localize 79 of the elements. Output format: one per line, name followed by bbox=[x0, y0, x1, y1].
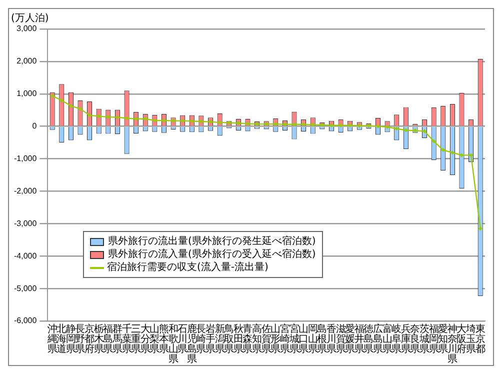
x-tick-label: 愛媛県 bbox=[345, 322, 356, 355]
x-tick-label: 沖縄県 bbox=[46, 322, 58, 355]
x-tick-label: 福井県 bbox=[354, 322, 364, 355]
x-tick-label: 広島県 bbox=[372, 322, 383, 355]
x-tick-label: 京都府 bbox=[84, 322, 95, 355]
point bbox=[394, 126, 399, 131]
x-tick-label: 鹿児島県 bbox=[186, 322, 197, 365]
x-tick-label: 山梨県 bbox=[150, 322, 160, 355]
x-tick-label: 秋田県 bbox=[233, 322, 244, 355]
y-axis-title: (万人泊) bbox=[11, 12, 49, 25]
y-tick-label: -4,000 bbox=[14, 251, 38, 260]
point bbox=[478, 226, 482, 231]
point bbox=[60, 98, 64, 102]
point bbox=[338, 123, 343, 128]
x-tick-label: 青森県 bbox=[242, 322, 253, 355]
x-tick-label: 兵庫県 bbox=[400, 322, 411, 355]
point bbox=[78, 106, 82, 111]
point bbox=[88, 113, 92, 118]
y-tick-label: -5,000 bbox=[14, 284, 38, 293]
point bbox=[246, 122, 250, 126]
point bbox=[460, 153, 464, 158]
x-tick-label: 佐賀県 bbox=[261, 324, 272, 355]
point bbox=[68, 104, 73, 108]
x-tick-label: 岩手県 bbox=[206, 322, 216, 355]
x-tick-label: 長崎県 bbox=[196, 324, 206, 355]
x-tick-label: 愛知県 bbox=[438, 322, 448, 355]
point bbox=[218, 120, 222, 124]
y-tick-label: -3,000 bbox=[14, 218, 38, 228]
x-tick-label: 岡山県 bbox=[308, 324, 318, 355]
y-tick-label: 0 bbox=[32, 122, 38, 131]
point bbox=[50, 94, 54, 98]
point bbox=[441, 148, 446, 152]
x-tick-label: 富山県 bbox=[382, 322, 392, 355]
x-tick-label: 福岡県 bbox=[428, 322, 439, 355]
x-tick-label: 香川県 bbox=[326, 322, 336, 355]
x-tick-label: 福島県 bbox=[103, 322, 114, 355]
x-tick-label: 岐阜県 bbox=[392, 322, 402, 355]
x-tick-label: 鳥取県 bbox=[223, 322, 234, 355]
x-tick-label: 新潟県 bbox=[214, 322, 225, 355]
x-tick-label: 栃木県 bbox=[94, 322, 104, 355]
x-tick-label: 長野県 bbox=[75, 324, 86, 355]
point bbox=[124, 116, 129, 120]
x-tick-label: 滋賀県 bbox=[336, 322, 346, 355]
x-tick-label: 三重県 bbox=[131, 324, 142, 355]
legend-label: 宿泊旅行需要の収支(流入量-流出量) bbox=[107, 261, 268, 274]
legend-label: 県外旅行の流出量(県外旅行の発生延べ宿泊数) bbox=[108, 235, 316, 248]
point bbox=[292, 122, 296, 126]
x-tick-label: 宮崎県 bbox=[280, 322, 290, 355]
point bbox=[404, 128, 408, 132]
point bbox=[310, 122, 315, 127]
y-tick-label: -6,000 bbox=[14, 316, 38, 326]
x-tick-label: 熊本県 bbox=[158, 322, 169, 355]
point bbox=[432, 139, 436, 144]
y-tick-label: -2,000 bbox=[14, 186, 38, 196]
point bbox=[450, 150, 454, 155]
x-tick-label: 石川県 bbox=[178, 324, 188, 355]
y-tick-label: 1,000 bbox=[16, 89, 38, 98]
x-tick-label: 大阪府 bbox=[456, 322, 467, 355]
legend-label: 県外旅行の流入量(県外旅行の受入延べ宿泊数) bbox=[108, 248, 316, 261]
point bbox=[468, 153, 474, 158]
x-tick-label: 大分県 bbox=[140, 322, 150, 355]
x-tick-label: 東京都 bbox=[475, 322, 486, 355]
x-tick-label: 千葉県 bbox=[122, 322, 132, 355]
point bbox=[274, 122, 278, 126]
y-tick-label: 2,000 bbox=[16, 56, 38, 66]
y-tick-label: 3,000 bbox=[16, 24, 38, 34]
x-tick-label: 和歌山県 bbox=[168, 322, 178, 365]
x-tick-label: 徳島県 bbox=[364, 324, 374, 355]
x-tick-label: 茨城県 bbox=[418, 322, 430, 355]
x-tick-label: 高知県 bbox=[252, 322, 262, 355]
y-tick-label: -1,000 bbox=[14, 154, 38, 163]
x-tick-label: 埼玉県 bbox=[465, 322, 476, 355]
x-tick-label: 北海道 bbox=[56, 322, 67, 355]
x-tick-label: 島根県 bbox=[317, 322, 328, 355]
x-tick-label: 山口県 bbox=[298, 322, 309, 355]
x-tick-label: 静岡県 bbox=[66, 322, 76, 355]
x-tick-label: 神奈川県 bbox=[447, 322, 458, 365]
x-tick-label: 奈良県 bbox=[410, 324, 420, 355]
x-tick-label: 山形県 bbox=[270, 322, 281, 355]
